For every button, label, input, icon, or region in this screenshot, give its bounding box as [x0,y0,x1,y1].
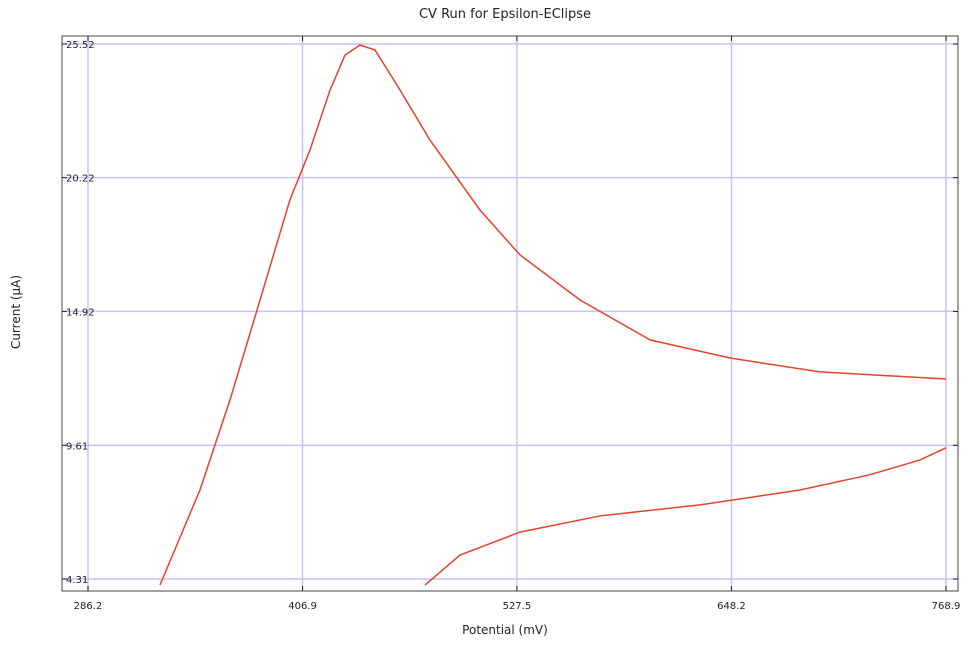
x-tick-label: 768.9 [932,601,961,612]
x-tick-label: 527.5 [503,601,532,612]
y-tick-label: 9.61 [66,441,88,452]
y-tick-label: 4.31 [66,575,88,586]
x-axis-label: Potential (mV) [462,623,548,637]
chart-title: CV Run for Epsilon-EClipse [419,7,591,22]
y-tick-label: 20.22 [66,174,95,185]
plot-area [159,44,947,586]
x-tick-label: 648.2 [717,601,746,612]
y-axis-label: Current (µA) [9,275,23,349]
data-line [159,44,947,586]
y-tick-label: 25.52 [66,40,95,51]
y-tick-label: 14.92 [66,307,95,318]
plot-frame [61,35,959,592]
x-tick-label: 406.9 [288,601,317,612]
x-tick-label: 286.2 [74,601,103,612]
grid [62,36,958,591]
